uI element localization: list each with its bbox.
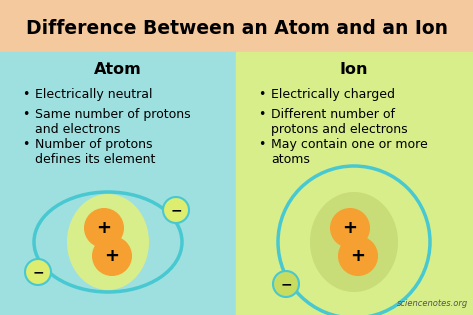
- Text: Ion: Ion: [340, 62, 368, 77]
- Text: +: +: [342, 219, 358, 237]
- Text: Same number of protons
and electrons: Same number of protons and electrons: [35, 108, 191, 136]
- Text: −: −: [280, 277, 292, 291]
- Text: Electrically neutral: Electrically neutral: [35, 88, 152, 101]
- Text: −: −: [32, 265, 44, 279]
- Text: +: +: [105, 247, 120, 265]
- Circle shape: [92, 236, 132, 276]
- Circle shape: [163, 197, 189, 223]
- Text: Difference Between an Atom and an Ion: Difference Between an Atom and an Ion: [26, 19, 447, 37]
- Text: −: −: [170, 203, 182, 217]
- Text: Different number of
protons and electrons: Different number of protons and electron…: [271, 108, 408, 136]
- Text: +: +: [96, 219, 112, 237]
- Circle shape: [84, 208, 124, 248]
- Circle shape: [273, 271, 299, 297]
- Circle shape: [330, 208, 370, 248]
- Text: Electrically charged: Electrically charged: [271, 88, 395, 101]
- Text: Atom: Atom: [94, 62, 142, 77]
- Ellipse shape: [310, 192, 398, 292]
- Circle shape: [338, 236, 378, 276]
- Text: •: •: [258, 108, 265, 121]
- Text: •: •: [258, 138, 265, 151]
- Text: May contain one or more
atoms: May contain one or more atoms: [271, 138, 428, 166]
- Bar: [0, 0, 473, 52]
- Text: •: •: [258, 88, 265, 101]
- Bar: [236, 52, 473, 315]
- Text: sciencenotes.org: sciencenotes.org: [397, 299, 468, 308]
- Ellipse shape: [67, 194, 149, 290]
- Text: +: +: [350, 247, 366, 265]
- Text: •: •: [22, 108, 29, 121]
- Text: •: •: [22, 138, 29, 151]
- Circle shape: [25, 259, 51, 285]
- Text: •: •: [22, 88, 29, 101]
- Text: Number of protons
defines its element: Number of protons defines its element: [35, 138, 155, 166]
- Bar: [0, 52, 236, 315]
